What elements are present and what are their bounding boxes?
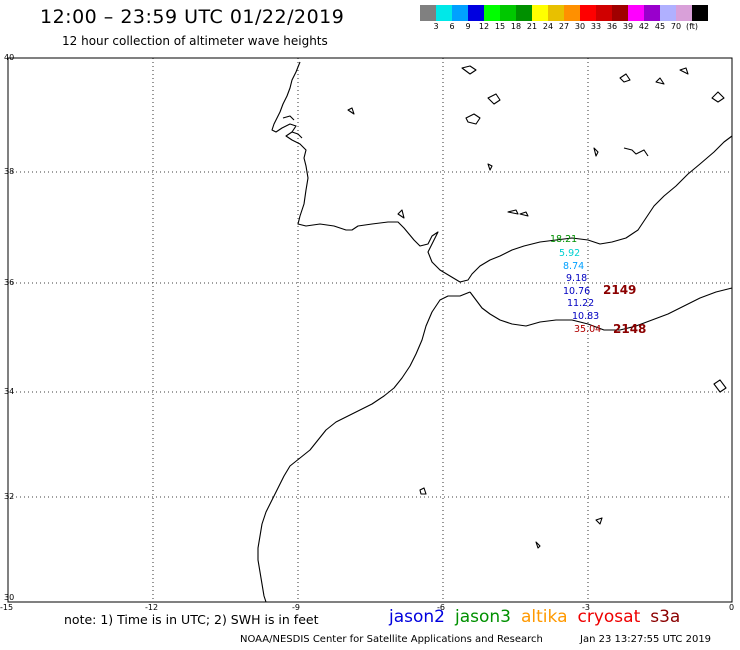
color-scale-swatch <box>436 5 452 21</box>
lat-label-38: 38 <box>4 167 14 176</box>
satellite-jason3: jason3 <box>455 607 511 627</box>
color-scale-swatch <box>452 5 468 21</box>
island-14 <box>593 147 599 157</box>
observation-value-4: 9.18 <box>566 273 587 284</box>
footer-timestamp: Jan 23 13:27:55 UTC 2019 <box>580 634 712 645</box>
coastline-africa-mediterranean <box>469 287 733 331</box>
lat-label-36: 36 <box>4 278 14 287</box>
island-10 <box>419 487 427 495</box>
island-3 <box>461 65 477 75</box>
lat-label-40: 40 <box>4 53 14 62</box>
coastline-tagus <box>282 115 295 121</box>
color-scale-label: 42 <box>638 22 650 31</box>
color-scale-swatch <box>468 5 484 21</box>
color-scale-label: 70 <box>670 22 682 31</box>
footer-credit: NOAA/NESDIS Center for Satellite Applica… <box>240 634 543 645</box>
island-15 <box>623 147 649 157</box>
island-9 <box>519 211 529 217</box>
island-17 <box>347 107 355 115</box>
color-scale-labels: 3 6 9 12 15 18 21 24 27 30 33 36 39 42 45 70 (ft) <box>420 22 740 34</box>
island-2 <box>487 93 501 105</box>
lon-label-minus15: -15 <box>0 603 13 612</box>
color-scale-swatch <box>564 5 580 21</box>
satellite-legend: jason2 jason3 altika cryosat s3a <box>389 607 690 627</box>
color-scale-swatch <box>532 5 548 21</box>
map-subtitle: 12 hour collection of altimeter wave hei… <box>62 34 328 48</box>
color-scale-label: 12 <box>478 22 490 31</box>
satellite-s3a: s3a <box>650 607 681 627</box>
color-scale-swatch <box>612 5 628 21</box>
island-18 <box>487 163 493 171</box>
observation-value-1: 18.21 <box>550 234 577 245</box>
satellite-jason2: jason2 <box>389 607 445 627</box>
color-scale-swatch <box>548 5 564 21</box>
lon-label-minus12: -12 <box>145 603 158 612</box>
color-scale-label: 33 <box>590 22 602 31</box>
coastline-iberia-atlantic <box>271 61 733 283</box>
color-scale-label: 21 <box>526 22 538 31</box>
color-scale-label: 24 <box>542 22 554 31</box>
color-scale-label: (ft) <box>685 22 699 31</box>
color-scale-label: 9 <box>465 22 471 31</box>
color-scale-label: 39 <box>622 22 634 31</box>
color-scale-swatch <box>580 5 596 21</box>
color-scale-label: 27 <box>558 22 570 31</box>
observation-value-3: 8.74 <box>563 261 584 272</box>
color-scale-label: 6 <box>449 22 455 31</box>
color-scale-swatch <box>676 5 692 21</box>
color-scale-swatch <box>500 5 516 21</box>
observation-value-8: 35.04 <box>574 324 601 335</box>
island-5 <box>655 77 665 85</box>
observation-value-2: 5.92 <box>559 248 580 259</box>
color-scale-label: 18 <box>510 22 522 31</box>
island-13 <box>713 379 727 393</box>
lon-label-minus3: -3 <box>582 603 590 612</box>
color-scale-swatch <box>628 5 644 21</box>
coastline-lisbon <box>291 131 303 139</box>
map-frame <box>7 57 733 603</box>
wave-height-color-scale <box>420 5 708 21</box>
graticule <box>8 58 732 602</box>
island-4 <box>619 73 631 83</box>
island-7 <box>711 91 725 103</box>
color-scale-label: 3 <box>433 22 439 31</box>
island-1 <box>465 113 481 125</box>
color-scale-label: 15 <box>494 22 506 31</box>
color-scale-swatch <box>692 5 708 21</box>
lat-label-32: 32 <box>4 492 14 501</box>
island-12 <box>535 541 541 549</box>
lon-label-minus9: -9 <box>292 603 300 612</box>
observation-value-7: 10.83 <box>572 311 599 322</box>
color-scale-swatch <box>644 5 660 21</box>
observation-values: 18.21 5.92 8.74 9.18 10.76 11.22 10.83 3… <box>550 234 601 335</box>
color-scale-label: 30 <box>574 22 586 31</box>
color-scale-swatch <box>420 5 436 21</box>
color-scale-label: 36 <box>606 22 618 31</box>
coastline-africa-atlantic <box>257 291 471 603</box>
lon-label-0: 0 <box>729 603 734 612</box>
color-scale-label: 45 <box>654 22 666 31</box>
pass-label-2: 2148 <box>613 322 646 336</box>
color-scale-swatch <box>596 5 612 21</box>
lon-label-minus6: -6 <box>437 603 445 612</box>
pass-label-1: 2149 <box>603 283 636 297</box>
lat-label-34: 34 <box>4 387 14 396</box>
lat-label-30: 30 <box>4 593 14 602</box>
observation-value-6: 11.22 <box>567 298 594 309</box>
island-16 <box>397 209 405 219</box>
units-note: note: 1) Time is in UTC; 2) SWH is in fe… <box>64 612 319 627</box>
coastlines <box>257 61 733 603</box>
color-scale-swatch <box>660 5 676 21</box>
island-6 <box>679 67 689 75</box>
island-11 <box>595 517 603 525</box>
color-scale-swatch <box>484 5 500 21</box>
satellite-altika: altika <box>521 607 568 627</box>
satellite-cryosat: cryosat <box>577 607 641 627</box>
observation-value-5: 10.76 <box>563 286 590 297</box>
island-8 <box>507 209 519 215</box>
color-scale-swatch <box>516 5 532 21</box>
map-title: 12:00 – 23:59 UTC 01/22/2019 <box>40 6 345 28</box>
